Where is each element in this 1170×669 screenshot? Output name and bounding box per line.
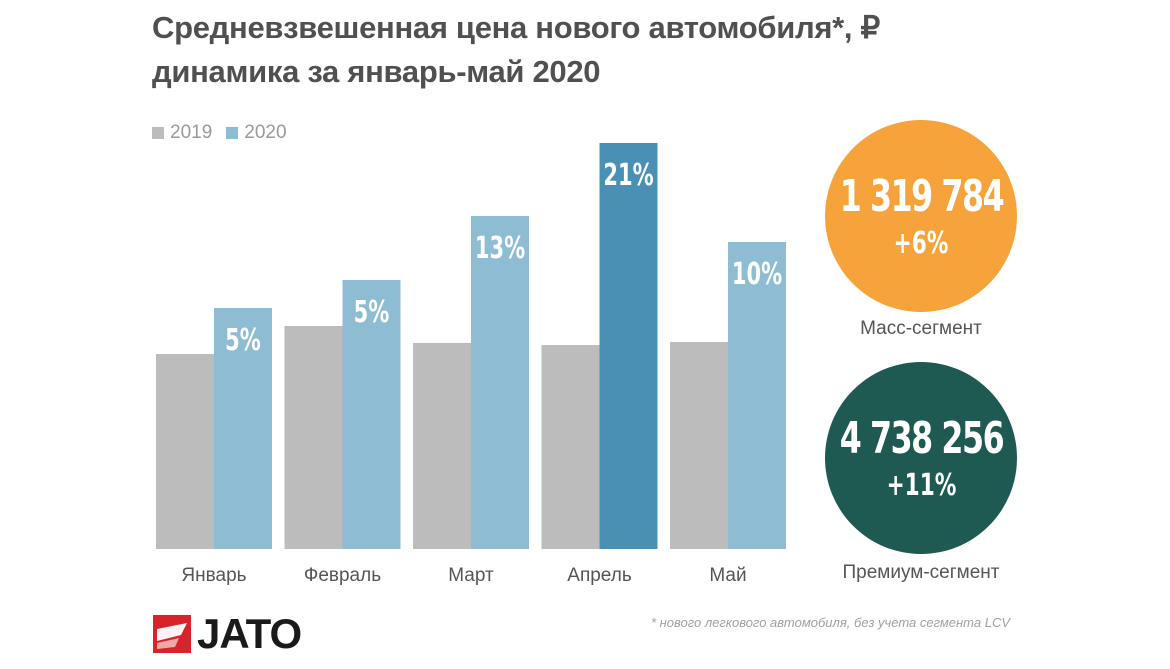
bar-2019-4 <box>541 345 600 549</box>
data-label-3: 13% <box>475 231 525 266</box>
bar-2020-5 <box>728 242 786 549</box>
bar-2020-2 <box>342 280 401 549</box>
footnote: * нового легкового автомобиля, без учета… <box>650 615 1010 630</box>
mass-segment-circle: 1 319 784 +6% <box>825 120 1017 312</box>
jato-logo-icon <box>153 615 191 653</box>
x-tick-label-1: Январь <box>181 565 246 586</box>
subtitle-line: динамика за январь-май 2020 <box>152 54 601 89</box>
legend-swatch-2019 <box>152 127 164 139</box>
chart-legend: 2019 2020 <box>152 122 287 144</box>
jato-logo: JATO <box>153 610 302 657</box>
legend-label-2019: 2019 <box>170 122 213 143</box>
data-label-1: 5% <box>225 323 261 358</box>
x-tick-label-5: Май <box>709 565 746 586</box>
bar-2019-5 <box>670 342 728 549</box>
data-label-5: 10% <box>732 257 782 292</box>
bar-2020-1 <box>214 308 272 549</box>
x-tick-label-2: Февраль <box>304 565 381 586</box>
bar-2019-3 <box>413 343 471 549</box>
premium-segment-label: Премиум-сегмент <box>842 562 1000 583</box>
bar-2019-1 <box>156 354 214 549</box>
bar-2019-2 <box>284 326 343 549</box>
bar-2020-3 <box>471 216 529 549</box>
data-label-4: 21% <box>603 158 653 193</box>
legend-item-2019: 2019 <box>152 122 212 144</box>
x-tick-label-3: Март <box>448 565 494 586</box>
mass-segment-label: Масс-сегмент <box>860 318 982 339</box>
bar-2020-4 <box>599 143 658 549</box>
legend-label-2020: 2020 <box>244 122 287 143</box>
title-line: Средневзвешенная цена нового автомобиля*… <box>152 10 880 45</box>
jato-logo-text: JATO <box>197 610 302 657</box>
mass-segment-change: +6% <box>893 226 949 261</box>
premium-segment-value: 4 738 256 <box>839 413 1004 464</box>
legend-swatch-2020 <box>226 127 239 139</box>
premium-segment-change: +11% <box>886 468 956 503</box>
data-label-2: 5% <box>354 295 390 330</box>
legend-item-2020: 2020 <box>226 122 287 144</box>
mass-segment-value: 1 319 784 <box>839 171 1004 222</box>
chart-title: Средневзвешенная цена нового автомобиля*… <box>152 6 880 94</box>
x-tick-label-4: Апрель <box>567 565 632 586</box>
premium-segment-circle: 4 738 256 +11% <box>825 362 1017 554</box>
